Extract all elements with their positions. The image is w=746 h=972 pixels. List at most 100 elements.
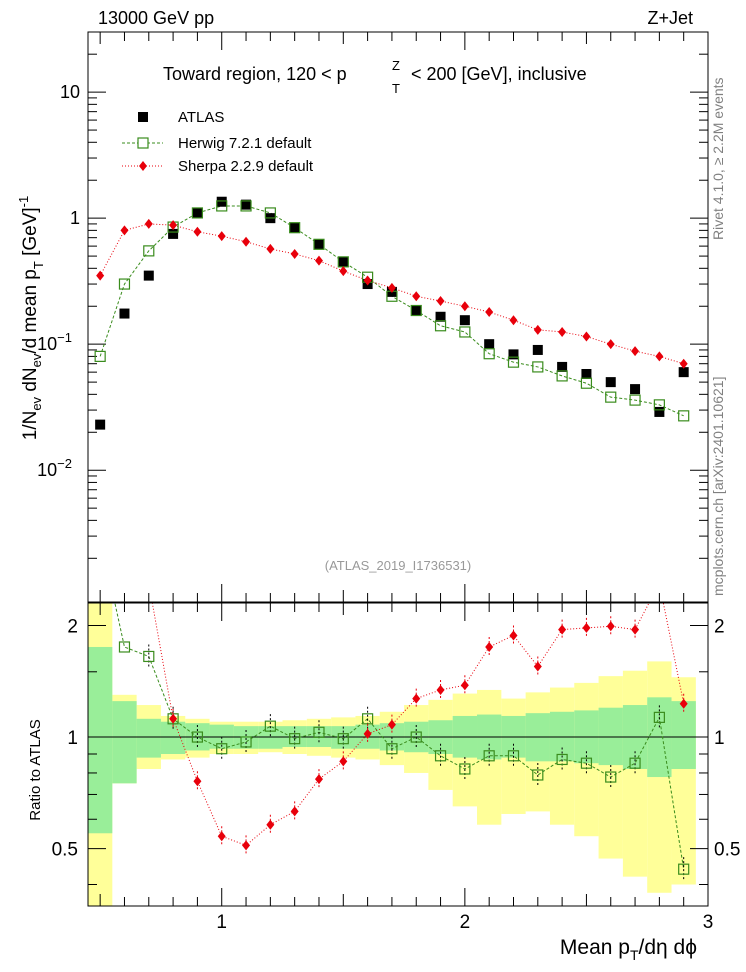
atlas-point	[313, 239, 324, 250]
herwig-ratio-point	[483, 750, 495, 762]
plot-title-suffix: < 200 [GeV], inclusive	[411, 64, 587, 84]
sherpa-point	[606, 339, 615, 350]
herwig-point	[118, 278, 131, 290]
svg-text:1/Nev dNev/d mean pT [GeV]-1: 1/Nev dNev/d mean pT [GeV]-1	[16, 196, 46, 441]
atlas-point	[289, 222, 300, 233]
sherpa-ratio-point	[582, 622, 591, 633]
sherpa-ratio-point	[217, 831, 226, 842]
sherpa-ratio-point	[558, 624, 567, 635]
atlas-point	[168, 228, 179, 239]
legend: ATLAS Herwig 7.2.1 default Sherpa 2.2.9 …	[122, 109, 314, 175]
sherpa-point	[290, 248, 299, 259]
y-label-sup: -1	[16, 196, 31, 208]
sherpa-ratio-point	[679, 698, 688, 709]
main-y-axis: 10 1 10−1 10−2	[37, 31, 709, 603]
ratio-stat-band	[671, 701, 696, 769]
herwig-ratio-point	[289, 733, 301, 745]
atlas-point	[678, 367, 689, 378]
sherpa-point	[631, 346, 640, 357]
herwig-point	[313, 238, 325, 250]
herwig-point	[240, 200, 252, 212]
x-tick-label: 1	[216, 912, 227, 933]
x-tick-label: 2	[460, 912, 471, 933]
atlas-point	[630, 384, 641, 395]
herwig-point	[191, 207, 204, 219]
main-y-axis-label: 1/Nev dNev/d mean pT [GeV]-1	[16, 196, 46, 441]
ratio-y-axis: 2 2 1 1 0.5 0.5	[52, 616, 740, 886]
analysis-id: (ATLAS_2019_I1736531)	[325, 558, 471, 573]
herwig-ratio-point	[240, 736, 252, 748]
atlas-point	[581, 368, 592, 379]
y-label-unit: [GeV]	[20, 207, 41, 261]
herwig-ratio-point	[410, 731, 422, 743]
sherpa-ratio-point	[145, 578, 153, 588]
herwig-point	[143, 245, 155, 257]
herwig-ratio-point	[216, 743, 228, 755]
herwig-ratio-point	[678, 863, 690, 875]
herwig-point	[605, 391, 617, 403]
sherpa-ratio-point	[509, 630, 518, 641]
plot-title-sup: Z	[392, 58, 400, 73]
sherpa-point	[655, 351, 664, 362]
herwig-ratio-point	[191, 731, 204, 743]
y-label-sub3: T	[31, 261, 46, 269]
herwig-line	[99, 205, 684, 417]
legend-sherpa-label: Sherpa 2.2.9 default	[178, 158, 314, 175]
sherpa-ratio-point	[436, 684, 445, 695]
atlas-point	[508, 349, 519, 360]
x-label-main: Mean p	[560, 936, 630, 959]
ratio-total-band	[598, 676, 623, 859]
sherpa-ratio-point	[631, 624, 640, 635]
energy-label: 13000 GeV pp	[98, 8, 214, 28]
sherpa-point	[314, 255, 323, 266]
ratio-series-layer	[114, 530, 690, 882]
plot-title: Toward region, 120 < p	[163, 64, 347, 84]
sherpa-ratio-point	[485, 641, 494, 652]
herwig-ratio-point	[532, 769, 544, 781]
atlas-point	[338, 256, 349, 267]
herwig-point	[580, 377, 593, 389]
atlas-point	[459, 315, 470, 326]
atlas-point	[605, 377, 616, 388]
atlas-point	[654, 406, 665, 417]
sherpa-point	[509, 315, 518, 326]
herwig-point	[459, 326, 471, 338]
atlas-point	[95, 419, 106, 430]
ratio-y-axis-label: Ratio to ATLAS	[27, 719, 44, 820]
sherpa-ratio-point	[655, 578, 663, 588]
sherpa-point	[363, 275, 372, 286]
main-plot-frame	[87, 31, 709, 603]
main-plot-panel: 10 1 10−1 10−2	[37, 31, 709, 603]
ratio-uncertainty-bands	[88, 603, 696, 906]
herwig-ratio-point	[362, 713, 374, 725]
ratio-plot-panel: 2 2 1 1 0.5 0.5 1 2 3	[52, 530, 740, 933]
atlas-point	[216, 196, 227, 207]
atlas-point	[119, 308, 130, 319]
sherpa-point	[169, 220, 178, 231]
atlas-point	[532, 344, 543, 355]
atlas-point	[484, 339, 495, 350]
sherpa-ratio-point	[242, 840, 251, 851]
sherpa-point	[96, 270, 105, 281]
sherpa-ratio-point	[169, 713, 178, 724]
y-label-mid: dN	[20, 367, 41, 397]
x-label-rest: /dη dϕ	[639, 936, 697, 959]
herwig-ratio-point	[556, 753, 568, 766]
ratio-y-tick-label: 0.5	[52, 840, 78, 861]
sherpa-point	[558, 326, 567, 337]
herwig-point	[434, 320, 447, 332]
sherpa-ratio-point	[412, 693, 421, 704]
rivet-label: Rivet 4.1.0, ≥ 2.2M events	[710, 77, 726, 240]
legend-herwig-label: Herwig 7.2.1 default	[178, 135, 312, 152]
herwig-ratio-point	[386, 743, 398, 755]
atlas-point	[143, 270, 154, 281]
rivet-label-text: Rivet 4.1.0, ≥ 2.2M events	[710, 77, 726, 240]
sherpa-ratio-point	[120, 530, 128, 540]
sherpa-point	[412, 291, 421, 302]
sherpa-point	[242, 236, 251, 247]
sherpa-ratio-point	[266, 819, 275, 830]
process-label: Z+Jet	[647, 8, 693, 28]
atlas-point	[557, 361, 568, 372]
herwig-point	[556, 370, 568, 382]
sherpa-point	[266, 243, 275, 254]
